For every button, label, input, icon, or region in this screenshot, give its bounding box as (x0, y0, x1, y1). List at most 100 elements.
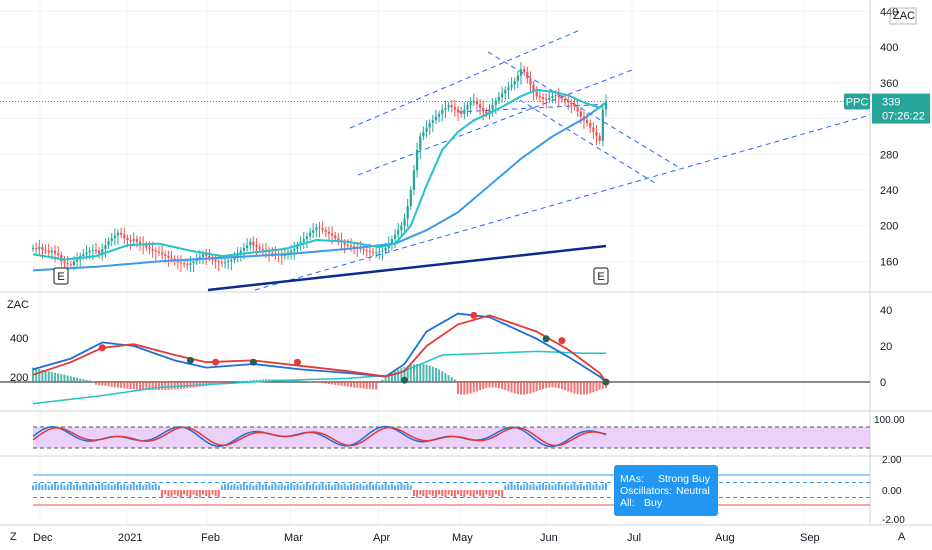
macd-histogram-bar (239, 381, 242, 382)
rating-bar (406, 483, 409, 490)
candle-body (129, 239, 132, 241)
macd-histogram-bar (242, 380, 245, 382)
candle-body (201, 254, 205, 257)
last-price-label: 339 (882, 97, 900, 109)
rating-bar (50, 484, 53, 490)
macd-histogram-bar (494, 382, 497, 388)
rating-bar (501, 490, 504, 498)
macd-histogram-bar (69, 376, 72, 382)
rating-bar (312, 483, 315, 490)
rating-bar (230, 484, 233, 490)
rating-bar (183, 490, 186, 495)
macd-histogram-bar (419, 364, 422, 382)
rating-bar (419, 490, 422, 495)
macd-histogram-bar (542, 382, 545, 389)
macd-histogram-bar (299, 380, 302, 382)
earnings-marker[interactable]: E (53, 267, 69, 285)
candle-body (31, 248, 35, 250)
macd-tick-label: 20 (880, 341, 892, 353)
rating-bar (475, 490, 478, 495)
macd-histogram-bar (38, 369, 41, 382)
candle-body (504, 89, 507, 94)
candle-body (271, 252, 274, 254)
rating-bar (123, 483, 126, 490)
rating-bar (242, 483, 245, 490)
earnings-marker-box (53, 267, 69, 285)
candle-body (135, 239, 138, 242)
rating-bar (57, 484, 60, 490)
candle-body (343, 242, 346, 245)
macd-signal-slow-line (32, 350, 606, 405)
technical-rating-pane[interactable]: 2.00 0.00 -2.00 (32, 455, 905, 526)
rating-bar (205, 490, 208, 496)
time-tick-label: Aug (715, 532, 735, 544)
channel-line (457, 103, 611, 113)
rating-bar (488, 490, 491, 496)
rating-bar (349, 484, 352, 490)
time-tick-label: Mar (284, 532, 303, 544)
macd-histogram-bar (475, 382, 478, 392)
candle-body (198, 256, 201, 259)
rating-bar (214, 490, 217, 496)
rating-bar (378, 485, 381, 490)
macd-histogram-bar (365, 382, 368, 389)
candle-body (296, 245, 299, 249)
last-price-badge: PPC 339 07:26:22 (844, 93, 930, 124)
candle-body (186, 264, 189, 266)
candle-body (208, 256, 211, 258)
macd-histogram-bar (513, 382, 516, 394)
candle-body (318, 227, 321, 229)
candle-body (554, 95, 557, 97)
rating-bar (179, 490, 182, 498)
price-tick-label: 360 (880, 78, 898, 90)
macd-histogram-bar (349, 382, 352, 388)
candle-body (280, 255, 283, 257)
macd-histogram-bar (564, 382, 567, 391)
macd-histogram-bar (472, 382, 475, 393)
macd-histogram-bar (346, 382, 349, 387)
macd-cross-dot (293, 358, 301, 366)
macd-histogram-bar (441, 371, 444, 382)
macd-histogram-bar (353, 382, 356, 388)
candle-body (223, 262, 227, 264)
candle-body (475, 100, 479, 105)
price-axis[interactable]: 160200240280320360400440ZAC (880, 6, 917, 268)
rating-bar (135, 484, 138, 490)
rating-bar (85, 483, 88, 490)
rating-bar (601, 484, 604, 490)
macd-cross-dot (542, 335, 550, 343)
macd-histogram-bar (76, 377, 79, 382)
auto-scale-icon[interactable]: A (898, 531, 906, 543)
channel-line (349, 29, 581, 129)
macd-histogram-bar (227, 382, 230, 383)
candle-body (82, 254, 85, 257)
macd-histogram-bar (290, 379, 293, 382)
stoch-band (33, 427, 870, 448)
rating-bar (387, 484, 390, 490)
macd-histogram-bar (60, 374, 63, 382)
rating-bar (334, 484, 337, 490)
tooltip-label: MAs: (620, 473, 644, 485)
candle-body (519, 69, 523, 76)
rating-bar (280, 483, 283, 490)
rating-bar (479, 490, 482, 496)
rating-bar (129, 484, 132, 490)
stochastic-pane[interactable]: 100.00 (32, 415, 905, 449)
time-axis[interactable]: Dec 2021 Feb Mar Apr May Jun Jul Aug Sep (33, 532, 820, 544)
candle-body (151, 248, 154, 251)
candle-body (227, 261, 230, 263)
candle-body (560, 97, 564, 99)
rating-bar (227, 483, 230, 490)
rating-bar (586, 484, 589, 490)
rating-bar (526, 483, 529, 490)
rating-tick-label: 0.00 (882, 486, 902, 497)
earnings-marker[interactable]: E (593, 267, 609, 285)
timezone-icon[interactable]: Z (10, 531, 17, 543)
candle-body (532, 84, 535, 92)
macd-histogram-bar (488, 382, 491, 388)
ma-long-line (32, 101, 607, 272)
